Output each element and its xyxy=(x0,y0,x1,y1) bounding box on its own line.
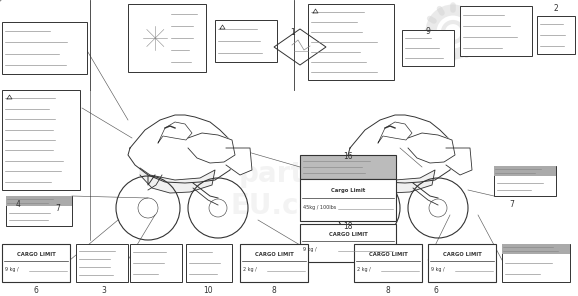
FancyBboxPatch shape xyxy=(494,166,556,176)
Text: 8: 8 xyxy=(386,286,390,295)
Polygon shape xyxy=(128,115,235,183)
FancyBboxPatch shape xyxy=(240,244,308,282)
Text: 9 kg /: 9 kg / xyxy=(5,267,18,272)
Polygon shape xyxy=(226,148,252,175)
FancyBboxPatch shape xyxy=(308,4,394,80)
FancyBboxPatch shape xyxy=(215,20,277,62)
Polygon shape xyxy=(348,115,455,183)
FancyBboxPatch shape xyxy=(2,244,70,282)
FancyBboxPatch shape xyxy=(402,30,454,66)
Polygon shape xyxy=(408,133,455,163)
Text: 2 kg /: 2 kg / xyxy=(357,267,370,272)
Text: 16: 16 xyxy=(343,152,353,161)
Text: 9: 9 xyxy=(425,27,431,36)
Text: 4: 4 xyxy=(16,200,20,209)
Text: 3: 3 xyxy=(102,286,106,295)
Text: 10: 10 xyxy=(203,286,213,295)
FancyBboxPatch shape xyxy=(6,196,72,206)
FancyBboxPatch shape xyxy=(502,244,570,254)
Polygon shape xyxy=(446,148,472,175)
Text: Cargo Limit: Cargo Limit xyxy=(331,188,365,193)
Polygon shape xyxy=(360,168,435,193)
FancyBboxPatch shape xyxy=(300,155,396,179)
Text: 6: 6 xyxy=(34,286,39,295)
FancyBboxPatch shape xyxy=(300,224,396,262)
FancyBboxPatch shape xyxy=(537,16,575,54)
FancyBboxPatch shape xyxy=(186,244,232,282)
Text: 2: 2 xyxy=(554,4,558,13)
Text: 6: 6 xyxy=(434,286,439,295)
Text: 2 kg /: 2 kg / xyxy=(243,267,257,272)
FancyBboxPatch shape xyxy=(128,4,206,72)
FancyBboxPatch shape xyxy=(494,166,556,196)
FancyBboxPatch shape xyxy=(2,90,80,190)
Text: CARGO LIMIT: CARGO LIMIT xyxy=(255,252,294,257)
FancyBboxPatch shape xyxy=(76,244,128,282)
Text: CARGO LIMIT: CARGO LIMIT xyxy=(443,252,481,257)
Text: 18: 18 xyxy=(343,222,353,231)
Polygon shape xyxy=(188,133,235,163)
FancyBboxPatch shape xyxy=(428,244,496,282)
FancyBboxPatch shape xyxy=(354,244,422,282)
Text: parts4
EU.com: parts4 EU.com xyxy=(231,160,347,220)
Text: CARGO LIMIT: CARGO LIMIT xyxy=(329,232,368,237)
Polygon shape xyxy=(140,168,215,193)
Text: CARGO LIMIT: CARGO LIMIT xyxy=(17,252,55,257)
Text: CARGO LIMIT: CARGO LIMIT xyxy=(369,252,407,257)
FancyBboxPatch shape xyxy=(6,196,72,226)
Text: 7: 7 xyxy=(55,204,61,213)
Text: 7: 7 xyxy=(510,200,514,209)
Text: 9 kg /: 9 kg / xyxy=(303,247,317,252)
FancyBboxPatch shape xyxy=(502,244,570,282)
FancyBboxPatch shape xyxy=(300,179,396,221)
Text: 8: 8 xyxy=(272,286,276,295)
Text: 9 kg /: 9 kg / xyxy=(431,267,444,272)
FancyBboxPatch shape xyxy=(2,22,87,74)
Text: 45kg / 100lbs: 45kg / 100lbs xyxy=(303,205,336,210)
Text: 1: 1 xyxy=(291,28,295,37)
FancyBboxPatch shape xyxy=(460,6,532,56)
FancyBboxPatch shape xyxy=(130,244,182,282)
